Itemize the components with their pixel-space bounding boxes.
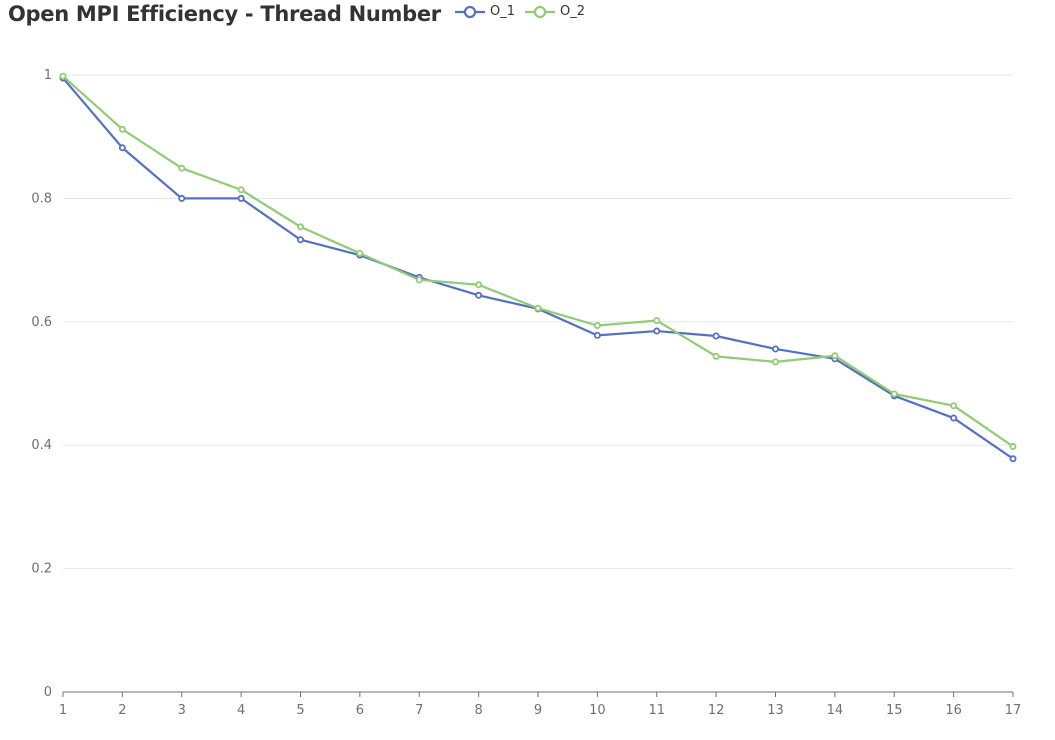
series-o-2: [59, 72, 1017, 450]
legend-swatch-o2: [525, 5, 556, 18]
data-point[interactable]: [950, 414, 958, 422]
x-tick-label: 15: [886, 703, 903, 718]
chart-title: Open MPI Efficiency - Thread Number: [8, 2, 441, 26]
series-line: [61, 76, 1015, 460]
data-point[interactable]: [890, 390, 898, 398]
data-point[interactable]: [1009, 455, 1017, 463]
data-point[interactable]: [534, 304, 542, 312]
x-tick-label: 1: [59, 703, 67, 718]
data-point[interactable]: [712, 352, 720, 360]
data-point[interactable]: [653, 317, 661, 325]
x-tick-label: 4: [237, 703, 245, 718]
data-point[interactable]: [118, 144, 126, 152]
x-tick-label: 17: [1005, 703, 1022, 718]
grid-layer: [63, 74, 1013, 570]
data-point[interactable]: [475, 291, 483, 299]
y-tick-label: 1: [44, 68, 52, 83]
legend-label-o2: O_2: [560, 4, 586, 19]
x-tick-label: 2: [118, 703, 126, 718]
data-point[interactable]: [296, 223, 304, 231]
x-tick-label: 8: [474, 703, 482, 718]
y-tick-label: 0.2: [31, 562, 52, 577]
data-point[interactable]: [1009, 442, 1017, 450]
y-tick-label: 0.4: [31, 438, 52, 453]
y-tick-label: 0: [44, 685, 52, 700]
data-point[interactable]: [118, 125, 126, 133]
data-point[interactable]: [712, 332, 720, 340]
legend: O_1 O_2: [455, 4, 585, 19]
data-point[interactable]: [831, 352, 839, 360]
data-point[interactable]: [237, 194, 245, 202]
data-point[interactable]: [653, 327, 661, 335]
series-layer: [59, 72, 1017, 463]
data-point[interactable]: [593, 322, 601, 330]
x-tick-label: 6: [356, 703, 364, 718]
series-o-1: [59, 74, 1017, 463]
x-tick-label: 16: [945, 703, 962, 718]
data-point[interactable]: [950, 402, 958, 410]
data-point[interactable]: [59, 72, 67, 80]
data-point[interactable]: [415, 276, 423, 284]
x-tick-label: 5: [296, 703, 304, 718]
x-tick-label: 13: [767, 703, 784, 718]
x-tick-label: 11: [648, 703, 665, 718]
legend-label-o1: O_1: [490, 4, 516, 19]
x-tick-label: 10: [589, 703, 606, 718]
x-tick-label: 9: [534, 703, 542, 718]
x-tick-label: 12: [708, 703, 725, 718]
data-point[interactable]: [296, 236, 304, 244]
y-tick-label: 0.8: [31, 191, 52, 206]
data-point[interactable]: [178, 164, 186, 172]
x-tick-label: 3: [178, 703, 186, 718]
y-tick-label: 0.6: [31, 315, 52, 330]
legend-swatch-o1: [455, 5, 485, 18]
series-line: [61, 75, 1015, 448]
data-point[interactable]: [772, 358, 780, 366]
data-point[interactable]: [237, 186, 245, 194]
x-tick-label: 7: [415, 703, 423, 718]
data-point[interactable]: [772, 345, 780, 353]
data-point[interactable]: [475, 281, 483, 289]
data-point[interactable]: [178, 194, 186, 202]
data-point[interactable]: [356, 249, 364, 257]
data-point[interactable]: [593, 331, 601, 339]
axis-layer: 00.20.40.60.811 2 3 4 5 6 7 8 9 10 11 12 13 14 15 16 17: [31, 68, 1021, 718]
legend-item-o1[interactable]: O_1: [455, 4, 515, 19]
legend-item-o2[interactable]: O_2: [525, 4, 585, 19]
x-tick-label: 14: [827, 703, 844, 718]
